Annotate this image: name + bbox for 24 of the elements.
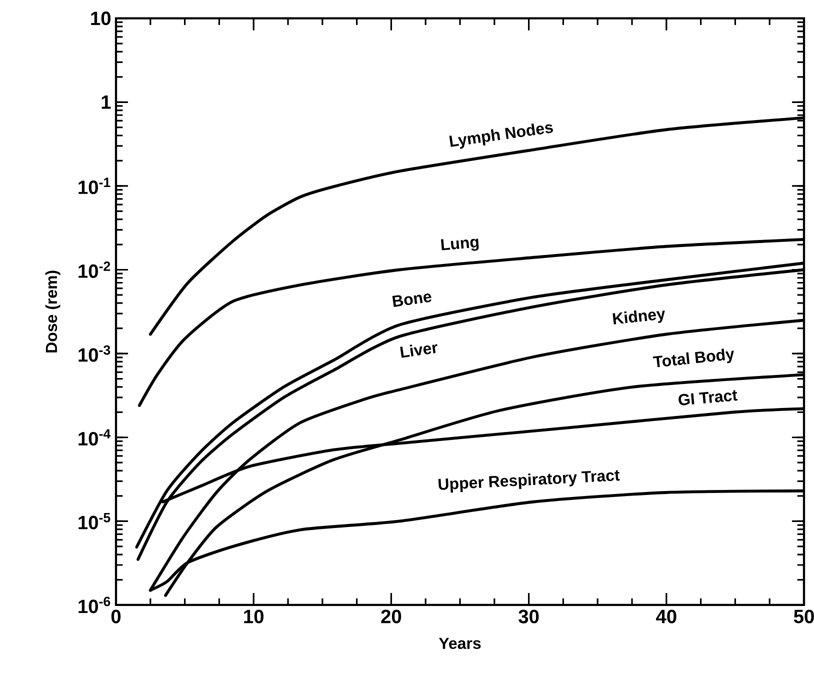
y-tick-label: 10$^{-2}$ bbox=[78, 262, 110, 278]
y-tick-label: 10$^{-4}$ bbox=[78, 429, 111, 446]
text: Total Body bbox=[652, 348, 734, 368]
series-label: Upper Respiratory Tract bbox=[438, 470, 620, 493]
series-label: GI Tract bbox=[678, 390, 738, 406]
x-tick-label: 30 bbox=[518, 610, 539, 624]
x-axis-title: Years bbox=[438, 638, 481, 649]
text: Liver bbox=[400, 344, 438, 358]
y-tick-label: 10$^{-1}$ bbox=[78, 178, 110, 194]
x-tick-label: 50 bbox=[794, 610, 814, 624]
y-tick-label: 10$^{-3}$ bbox=[78, 345, 110, 362]
x-tick-label: 0 bbox=[111, 610, 121, 624]
x-tick-label: 40 bbox=[656, 610, 676, 624]
y-tick-label: 1 bbox=[102, 96, 111, 109]
series-label: Lung bbox=[440, 238, 479, 251]
y-tick-label: 10$^{-5}$ bbox=[78, 513, 110, 530]
text: Bone bbox=[392, 294, 432, 307]
y-tick-label: 10 bbox=[91, 12, 111, 26]
x-tick-label: 10 bbox=[244, 610, 264, 624]
y-axis-title: Dose (rem) bbox=[45, 270, 60, 352]
text: Lymph Nodes bbox=[449, 123, 553, 149]
text: Kidney bbox=[612, 310, 665, 324]
x-tick-label: 20 bbox=[381, 610, 402, 624]
y-tick-label: 10$^{-6}$ bbox=[78, 596, 110, 614]
